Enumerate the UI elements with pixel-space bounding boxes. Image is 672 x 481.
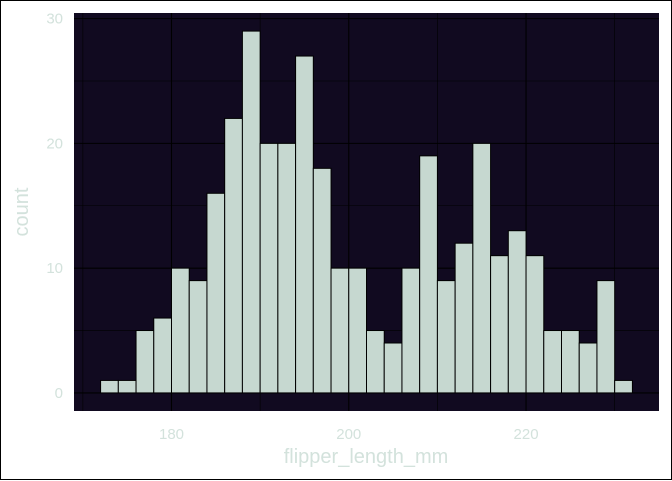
y-tick-label: 0: [55, 385, 63, 402]
y-tick-label: 30: [46, 11, 63, 28]
histogram-bar: [312, 167, 332, 394]
x-tick-label: 200: [336, 426, 361, 443]
histogram-bar: [188, 280, 208, 394]
x-tick-label: 180: [159, 426, 184, 443]
histogram-bar: [224, 117, 243, 394]
histogram-bars: [100, 30, 633, 394]
histogram-bar: [348, 267, 368, 394]
tick-labels: 180 200 220 0 10 20 30: [46, 11, 538, 443]
x-axis-title: flipper_length_mm: [284, 446, 449, 468]
y-tick-label: 10: [46, 260, 63, 277]
histogram-bar: [436, 280, 456, 394]
histogram-bar: [561, 330, 580, 394]
histogram-bar: [490, 255, 509, 394]
histogram-bar: [259, 142, 279, 394]
histogram-bar: [366, 330, 385, 394]
histogram-bar: [507, 230, 527, 394]
histogram-bar: [472, 142, 492, 394]
histogram-bar: [596, 280, 616, 394]
histogram-bar: [330, 267, 350, 394]
histogram-bar: [614, 379, 633, 394]
histogram-bar: [153, 317, 172, 394]
histogram-bar: [383, 342, 403, 394]
histogram-bar: [419, 155, 438, 394]
y-axis-title: count: [11, 187, 33, 236]
histogram-bar: [295, 55, 314, 394]
y-tick-label: 20: [46, 135, 63, 152]
histogram-bar: [117, 379, 137, 394]
histogram-bar: [578, 342, 598, 394]
x-tick-label: 220: [514, 426, 539, 443]
histogram-bar: [100, 379, 119, 394]
histogram-bar: [171, 267, 190, 394]
histogram-bar: [401, 267, 421, 394]
histogram-bar: [543, 330, 562, 394]
histogram-bar: [206, 192, 226, 394]
histogram-bar: [135, 330, 155, 394]
histogram-bar: [525, 255, 545, 394]
histogram-bar: [454, 242, 474, 394]
histogram-bar: [241, 30, 261, 394]
histogram-bar: [277, 142, 297, 394]
